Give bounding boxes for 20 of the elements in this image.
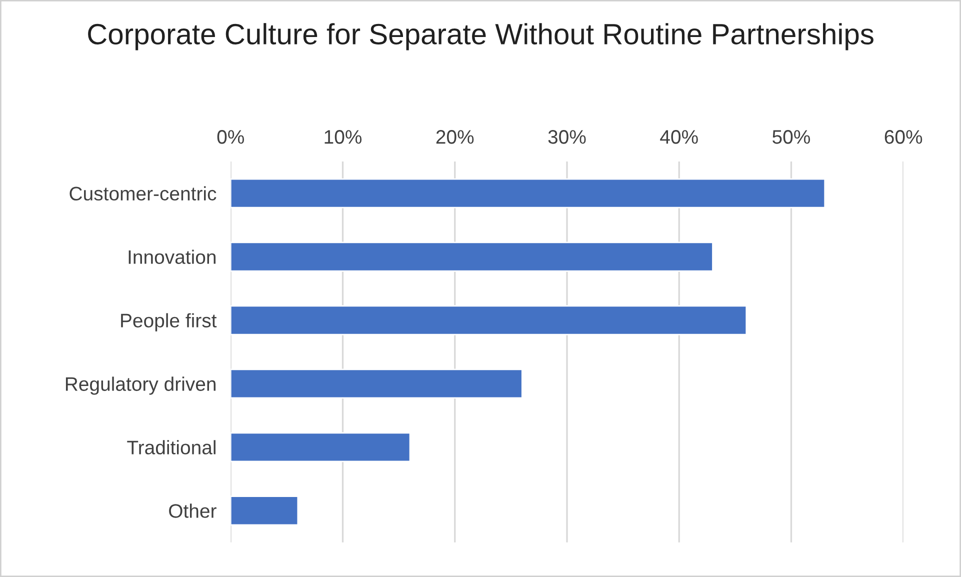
y-tick-label: People first: [121, 313, 217, 332]
x-tick-label: 50%: [772, 130, 810, 144]
bar: [230, 496, 299, 526]
x-tick-label: 20%: [436, 130, 474, 144]
y-tick-label: Innovation: [128, 250, 216, 264]
x-tick-label: 40%: [660, 130, 698, 144]
bar: [230, 242, 714, 272]
y-tick-label: Other: [169, 504, 216, 518]
y-tick-label: Traditional: [127, 440, 216, 454]
y-tick-label: Regulatory driven: [66, 376, 216, 395]
bar: [230, 432, 411, 462]
bar: [230, 368, 523, 399]
bar: [230, 305, 748, 336]
x-tick-label: 0%: [217, 130, 244, 144]
x-tick-label: 10%: [324, 130, 362, 144]
y-tick-label: Customer-centric: [70, 186, 216, 201]
x-tick-label: 60%: [884, 130, 922, 144]
bar: [230, 178, 826, 208]
chart-title: Corporate Culture for Separate Without Routine Partnerships: [88, 23, 874, 50]
x-tick-label: 30%: [548, 130, 586, 144]
